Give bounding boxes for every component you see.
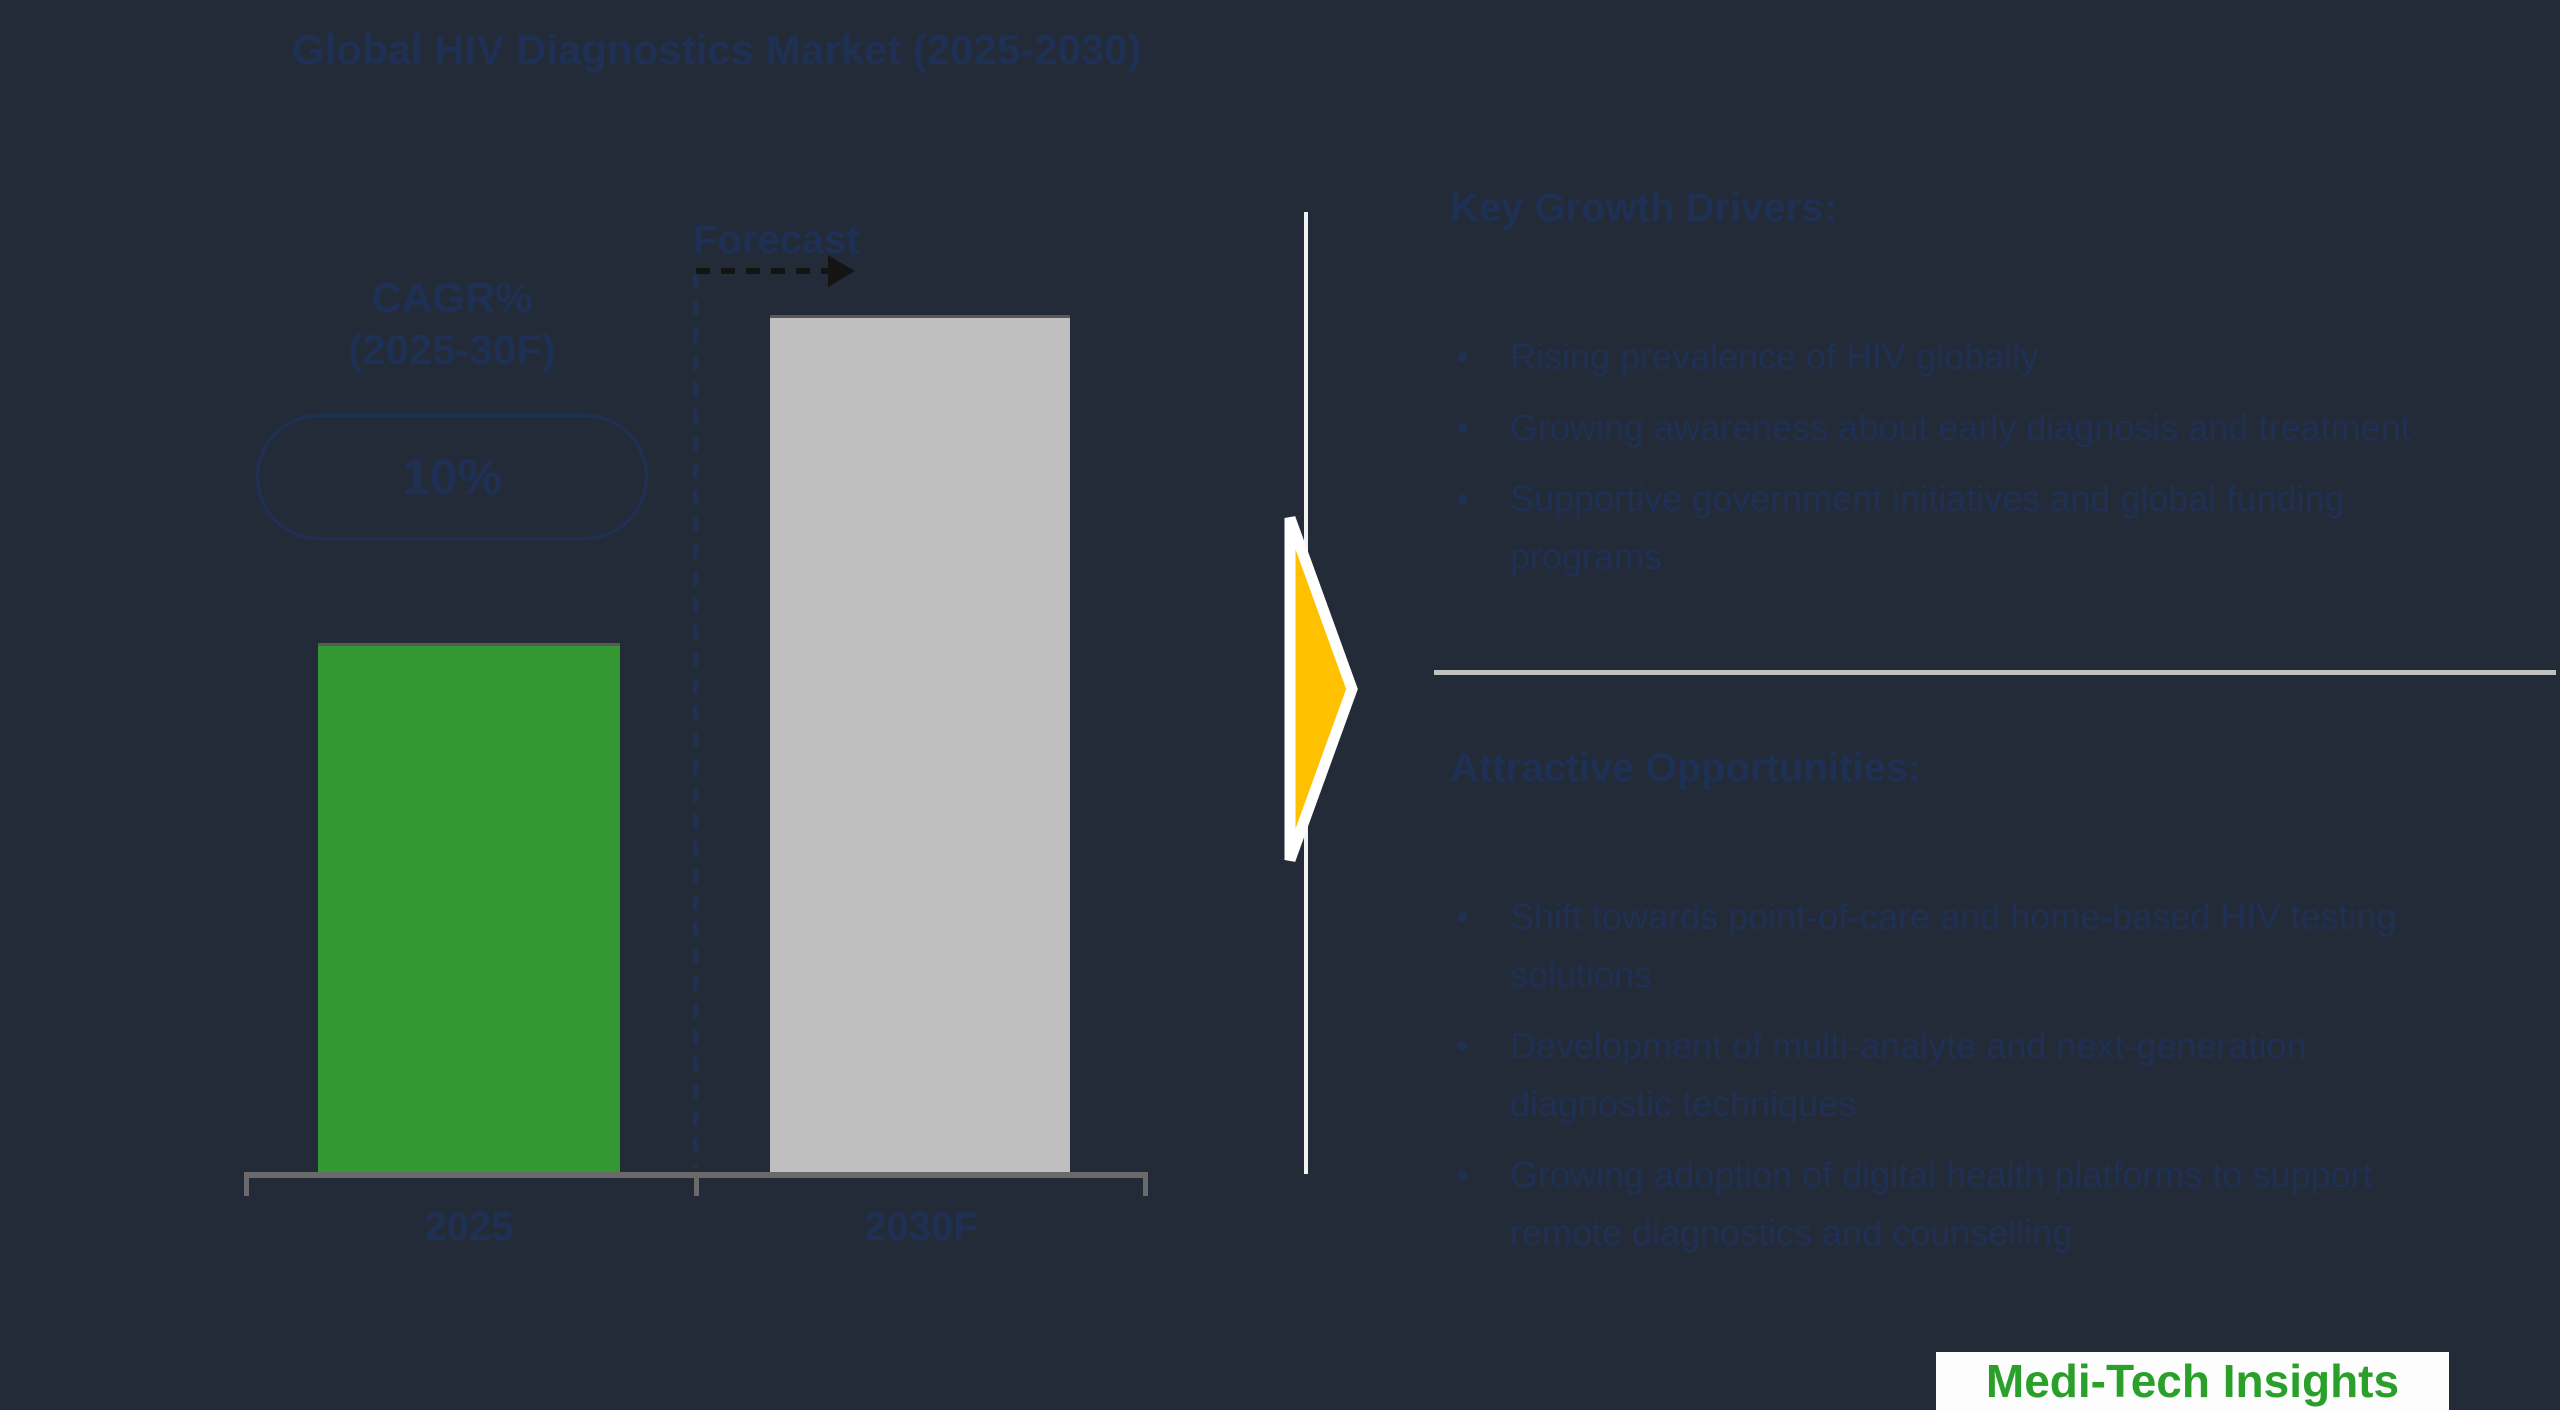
forecast-label: Forecast: [693, 218, 860, 262]
flow-arrow-icon: [1284, 516, 1358, 862]
forecast-dashed-divider: [693, 274, 698, 1168]
cagr-label: CAGR% (2025-30F): [348, 274, 556, 373]
x-axis-tick: [1143, 1172, 1148, 1196]
section-divider-line: [1434, 670, 2556, 675]
cagr-pill-outline: [256, 414, 648, 540]
drivers-list: Rising prevalence of HIV globally Growing…: [1450, 328, 2530, 599]
bullet-item: Development of multi-analyte and next-ge…: [1450, 1017, 2530, 1133]
forecast-arrowhead-icon: [828, 255, 855, 287]
bullet-item: Supportive government initiatives and gl…: [1450, 470, 2530, 586]
meditech-logo-text: Medi-Tech Insights: [1985, 1355, 2400, 1407]
x-label-2030f: 2030F: [864, 1205, 978, 1249]
opportunities-list: Shift towards point-of-care and home-bas…: [1450, 888, 2530, 1275]
forecast-arrow-dashes: [696, 268, 828, 274]
cagr-value: 10%: [401, 449, 503, 505]
drivers-heading: Key Growth Drivers:: [1450, 186, 1837, 230]
bullet-item: Rising prevalence of HIV globally: [1450, 328, 2530, 386]
bullet-item: Growing awareness about early diagnosis …: [1450, 399, 2530, 457]
x-axis-tick: [244, 1172, 249, 1196]
meditech-logo: Medi-Tech Insights: [1936, 1352, 2449, 1410]
opportunities-heading: Attractive Opportunities:: [1450, 746, 1922, 790]
bullet-item: Growing adoption of digital health platf…: [1450, 1146, 2530, 1262]
bar-2025: [318, 643, 620, 1172]
bar-2030f: [770, 315, 1070, 1172]
page-title: Global HIV Diagnostics Market (2025-2030…: [292, 26, 1142, 73]
x-label-2025: 2025: [424, 1205, 514, 1249]
x-axis-tick: [694, 1172, 699, 1196]
bullet-item: Shift towards point-of-care and home-bas…: [1450, 888, 2530, 1004]
